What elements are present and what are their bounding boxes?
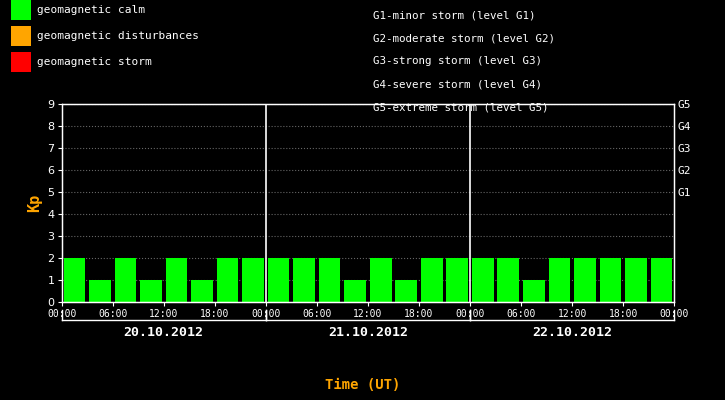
Text: Time (UT): Time (UT) xyxy=(325,378,400,392)
Bar xyxy=(447,258,468,302)
Bar xyxy=(650,258,672,302)
Bar xyxy=(217,258,239,302)
Text: 21.10.2012: 21.10.2012 xyxy=(328,326,408,339)
Text: G4-severe storm (level G4): G4-severe storm (level G4) xyxy=(373,80,542,90)
Text: geomagnetic storm: geomagnetic storm xyxy=(37,57,152,67)
Text: G3-strong storm (level G3): G3-strong storm (level G3) xyxy=(373,56,542,66)
Bar xyxy=(395,280,417,302)
Bar xyxy=(549,258,571,302)
Y-axis label: Kp: Kp xyxy=(27,194,42,212)
Bar xyxy=(165,258,187,302)
Bar xyxy=(523,280,544,302)
Text: G2-moderate storm (level G2): G2-moderate storm (level G2) xyxy=(373,33,555,43)
Bar xyxy=(140,280,162,302)
Bar xyxy=(472,258,494,302)
Text: G1-minor storm (level G1): G1-minor storm (level G1) xyxy=(373,10,536,20)
Bar xyxy=(268,258,289,302)
Bar xyxy=(600,258,621,302)
Text: 20.10.2012: 20.10.2012 xyxy=(124,326,204,339)
Bar xyxy=(370,258,392,302)
Bar xyxy=(319,258,341,302)
Text: G5-extreme storm (level G5): G5-extreme storm (level G5) xyxy=(373,103,549,113)
Bar xyxy=(574,258,596,302)
Bar xyxy=(294,258,315,302)
Bar xyxy=(625,258,647,302)
Text: 22.10.2012: 22.10.2012 xyxy=(532,326,612,339)
Bar xyxy=(115,258,136,302)
Bar xyxy=(64,258,86,302)
Bar xyxy=(89,280,111,302)
Text: geomagnetic disturbances: geomagnetic disturbances xyxy=(37,31,199,41)
Bar xyxy=(344,280,366,302)
Bar xyxy=(191,280,213,302)
Text: geomagnetic calm: geomagnetic calm xyxy=(37,5,145,15)
Bar xyxy=(497,258,519,302)
Bar xyxy=(242,258,264,302)
Bar xyxy=(421,258,442,302)
